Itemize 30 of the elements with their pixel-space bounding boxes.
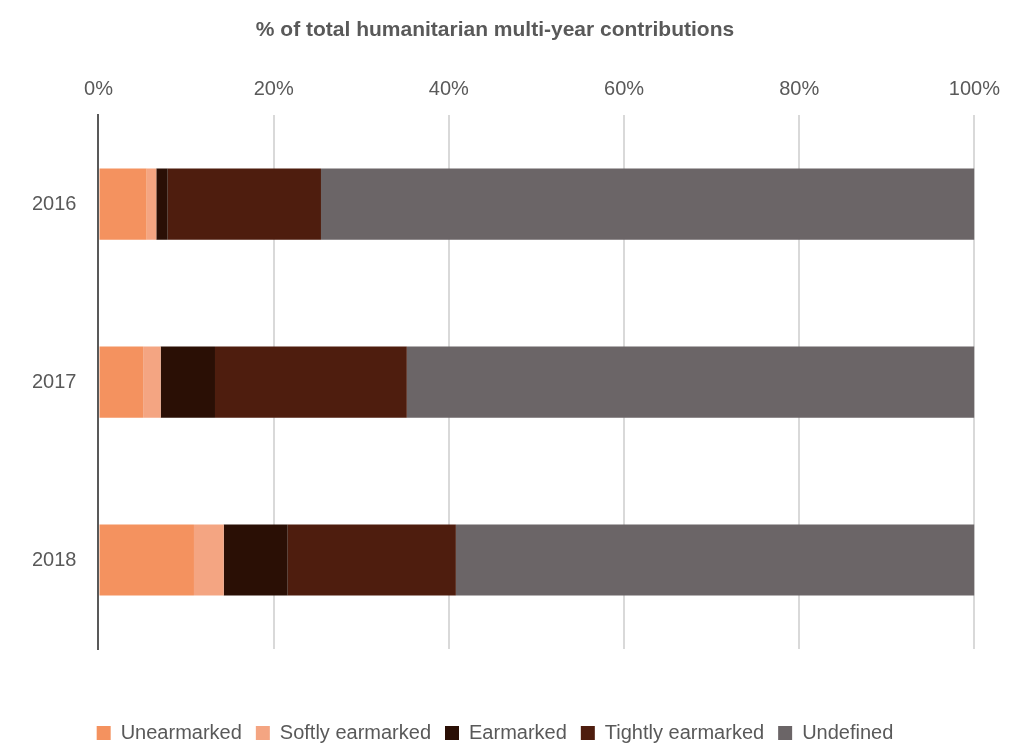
bar bbox=[143, 346, 161, 418]
bar bbox=[214, 346, 407, 418]
y-tick-label: 2017 bbox=[31, 369, 77, 392]
legend-label: Tightly earmarked bbox=[604, 720, 765, 743]
bar bbox=[193, 524, 224, 596]
bar bbox=[455, 524, 975, 596]
y-tick-label: 2018 bbox=[31, 547, 77, 570]
legend-label: Unearmarked bbox=[120, 720, 242, 743]
x-tick-label: 40% bbox=[428, 76, 470, 99]
x-tick-label: 20% bbox=[253, 76, 294, 99]
bar bbox=[287, 524, 456, 596]
y-tick-label: 2016 bbox=[31, 191, 77, 214]
legend-label: Softly earmarked bbox=[279, 720, 432, 743]
x-tick-label: 80% bbox=[779, 76, 820, 99]
x-tick-label: 60% bbox=[604, 76, 645, 99]
chart-title: % of total humanitarian multi-year contributions bbox=[255, 17, 735, 41]
legend-label: Undefined bbox=[802, 720, 894, 743]
bar bbox=[99, 168, 147, 240]
bar bbox=[99, 524, 194, 596]
bar bbox=[146, 168, 157, 240]
legend-label: Earmarked bbox=[469, 720, 567, 743]
bar bbox=[320, 168, 975, 240]
x-tick-label: 0% bbox=[84, 76, 114, 99]
bar bbox=[167, 168, 321, 240]
x-tick-label: 100% bbox=[948, 76, 1001, 99]
bar bbox=[406, 346, 975, 418]
bar bbox=[99, 346, 144, 418]
bar bbox=[223, 524, 288, 596]
bar bbox=[156, 168, 168, 240]
bar bbox=[160, 346, 215, 418]
